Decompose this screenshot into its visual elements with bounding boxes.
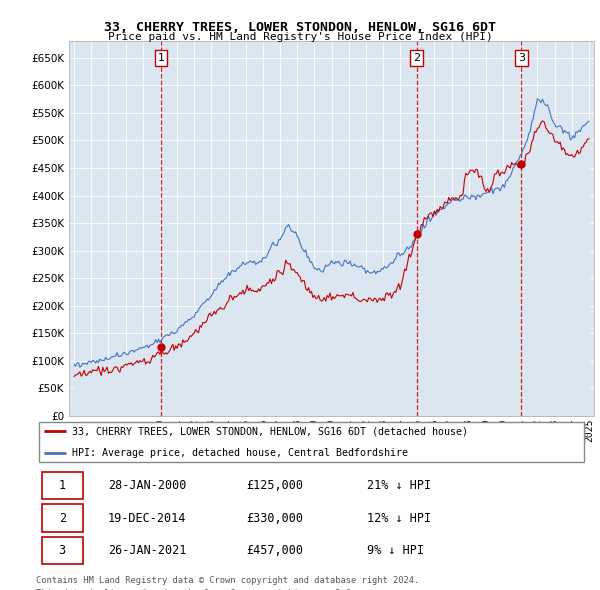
FancyBboxPatch shape: [41, 504, 83, 532]
Text: 3: 3: [59, 544, 66, 557]
Text: Contains HM Land Registry data © Crown copyright and database right 2024.: Contains HM Land Registry data © Crown c…: [36, 576, 419, 585]
Text: 21% ↓ HPI: 21% ↓ HPI: [367, 479, 431, 492]
Text: 26-JAN-2021: 26-JAN-2021: [108, 544, 186, 557]
Text: 33, CHERRY TREES, LOWER STONDON, HENLOW, SG16 6DT (detached house): 33, CHERRY TREES, LOWER STONDON, HENLOW,…: [72, 427, 468, 436]
Text: £330,000: £330,000: [246, 512, 303, 525]
Text: 2: 2: [413, 53, 420, 63]
Text: 33, CHERRY TREES, LOWER STONDON, HENLOW, SG16 6DT: 33, CHERRY TREES, LOWER STONDON, HENLOW,…: [104, 21, 496, 34]
FancyBboxPatch shape: [39, 422, 584, 462]
Text: 2: 2: [59, 512, 66, 525]
FancyBboxPatch shape: [41, 472, 83, 499]
Text: Price paid vs. HM Land Registry's House Price Index (HPI): Price paid vs. HM Land Registry's House …: [107, 32, 493, 42]
Text: HPI: Average price, detached house, Central Bedfordshire: HPI: Average price, detached house, Cent…: [72, 448, 408, 457]
FancyBboxPatch shape: [41, 537, 83, 564]
Text: £125,000: £125,000: [246, 479, 303, 492]
Text: 1: 1: [59, 479, 66, 492]
Text: 28-JAN-2000: 28-JAN-2000: [108, 479, 186, 492]
Text: £457,000: £457,000: [246, 544, 303, 557]
Text: 19-DEC-2014: 19-DEC-2014: [108, 512, 186, 525]
Text: 1: 1: [158, 53, 164, 63]
Text: This data is licensed under the Open Government Licence v3.0.: This data is licensed under the Open Gov…: [36, 589, 356, 590]
Text: 3: 3: [518, 53, 525, 63]
Text: 12% ↓ HPI: 12% ↓ HPI: [367, 512, 431, 525]
Text: 9% ↓ HPI: 9% ↓ HPI: [367, 544, 424, 557]
